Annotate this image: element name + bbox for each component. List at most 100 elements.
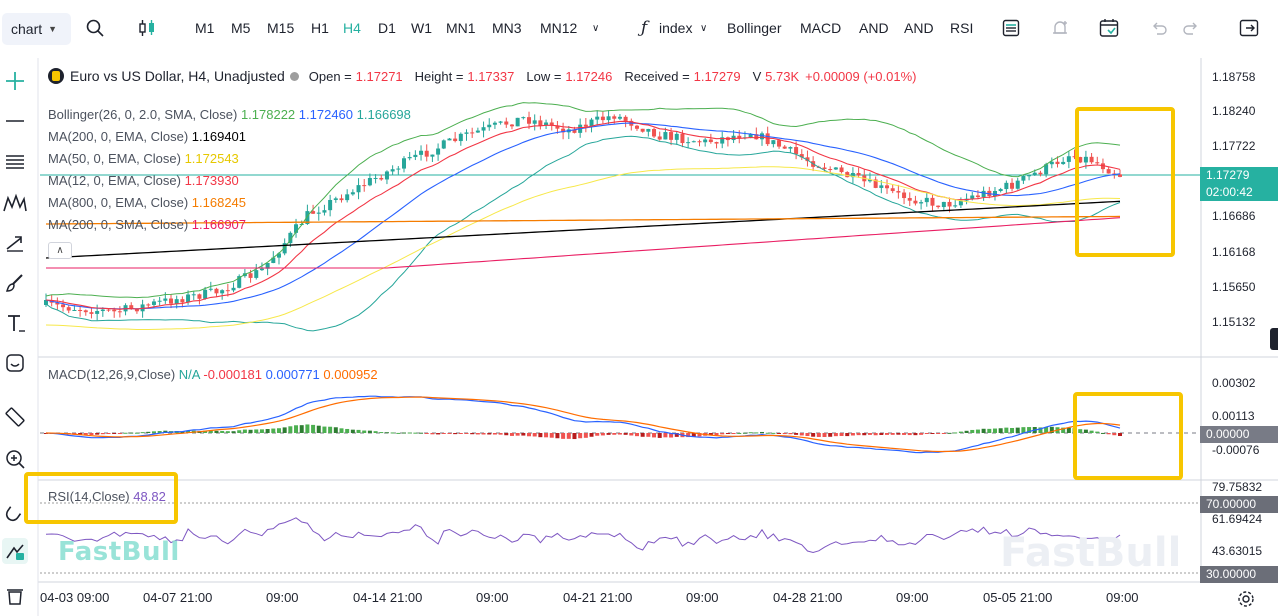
price-axis-label: 1.18240	[1212, 104, 1256, 118]
candle-body	[606, 116, 611, 121]
timeframe-more-chevron-icon[interactable]: ∨	[592, 23, 600, 34]
ma50-legend[interactable]: MA(50, 0, EMA, Close) 1.172543	[48, 151, 239, 166]
macd-histogram-bar	[447, 433, 452, 434]
timeframe-m15[interactable]: M15	[267, 20, 295, 36]
zigzag-pattern-icon[interactable]	[2, 190, 28, 216]
indicator-bollinger[interactable]: Bollinger	[727, 20, 782, 36]
ma800-legend[interactable]: MA(800, 0, EMA, Close) 1.168245	[48, 195, 246, 210]
macd-histogram-bar	[350, 429, 355, 433]
brush-icon[interactable]	[2, 270, 28, 296]
macd-histogram-bar	[333, 427, 338, 433]
ma200-ema-value: 1.169401	[191, 129, 247, 144]
indicator-rsi[interactable]: RSI	[950, 20, 974, 36]
candle-body	[498, 121, 503, 123]
ma200-sma-legend[interactable]: MA(200, 0, SMA, Close) 1.166907	[48, 217, 246, 232]
watermark-logo: FastBull	[58, 537, 180, 567]
indicator-macd[interactable]: MACD	[800, 20, 842, 36]
parallel-channel-icon[interactable]	[2, 148, 28, 174]
ma200-ema-legend[interactable]: MA(200, 0, EMA, Close) 1.169401	[48, 129, 246, 144]
macd-histogram-bar	[106, 433, 111, 434]
timeframe-mn12[interactable]: MN12	[540, 20, 578, 36]
candle-body	[782, 146, 787, 149]
alert-icon[interactable]	[1049, 17, 1071, 39]
lock-drawing-icon[interactable]	[2, 538, 28, 564]
candle-body	[447, 138, 452, 141]
timeframe-h4[interactable]: H4	[343, 20, 361, 36]
collapse-legend-button[interactable]: ∧	[48, 242, 72, 259]
bollinger-legend[interactable]: Bollinger(26, 0, 2.0, SMA, Close) 1.1782…	[48, 107, 411, 122]
candle-body	[669, 132, 674, 140]
ruler-icon[interactable]	[2, 404, 28, 430]
macd-signal-line	[45, 396, 1121, 453]
macd-histogram-bar	[339, 428, 344, 433]
indicator-dropdown[interactable]: index	[659, 20, 693, 36]
indicator-and-2[interactable]: AND	[904, 20, 934, 36]
macd-histogram-bar	[1061, 427, 1066, 433]
macd-histogram-bar	[356, 429, 361, 433]
candle-body	[339, 198, 344, 201]
rsi-axis-label: 79.75832	[1212, 480, 1263, 494]
candle-body	[794, 147, 799, 155]
timeframe-m1[interactable]: M1	[195, 20, 215, 36]
text-tool-icon[interactable]	[2, 310, 28, 336]
timeframe-d1[interactable]: D1	[378, 20, 396, 36]
macd-histogram-bar	[907, 433, 912, 436]
rsi-legend[interactable]: RSI(14,Close) 48.82	[48, 489, 166, 504]
timeframe-h1[interactable]: H1	[311, 20, 329, 36]
candle-body	[839, 167, 844, 173]
candle-body	[1044, 164, 1049, 175]
macd-histogram-bar	[1118, 433, 1122, 436]
zoom-in-icon[interactable]	[2, 446, 28, 472]
macd-histogram-bar	[231, 431, 236, 433]
settings-gear-icon[interactable]	[1237, 590, 1255, 608]
candle-body	[992, 191, 997, 197]
indicator-and-1[interactable]: AND	[859, 20, 889, 36]
candle-body	[100, 309, 105, 312]
timeframe-mn3[interactable]: MN3	[492, 20, 522, 36]
candle-body	[833, 167, 838, 170]
macd-histogram-bar	[305, 424, 310, 433]
timeframe-w1[interactable]: W1	[411, 20, 432, 36]
scroll-handle[interactable]	[1270, 328, 1278, 350]
candle-body	[134, 308, 139, 312]
candle-body	[521, 117, 526, 119]
function-icon[interactable]: ƒ	[640, 18, 648, 38]
candle-body	[674, 133, 679, 140]
ma12-legend[interactable]: MA(12, 0, EMA, Close) 1.173930	[48, 173, 239, 188]
highlight-box-macd	[1073, 392, 1183, 480]
undo-icon[interactable]	[1148, 17, 1170, 39]
magnet-icon[interactable]	[2, 498, 28, 524]
candle-body	[225, 290, 230, 292]
candle-body	[1078, 157, 1083, 163]
emoji-icon[interactable]	[2, 350, 28, 376]
macd-histogram-bar	[640, 433, 645, 437]
candle-body	[657, 136, 662, 140]
search-icon[interactable]	[84, 17, 106, 39]
delete-drawings-icon[interactable]	[2, 582, 28, 608]
candle-body	[589, 119, 594, 127]
trend-arrow-icon[interactable]	[2, 230, 28, 256]
timeframe-m5[interactable]: M5	[231, 20, 251, 36]
macd-histogram-bar	[811, 433, 816, 437]
macd-histogram-bar	[544, 433, 549, 438]
macd-histogram-bar	[555, 433, 560, 439]
chart-type-dropdown[interactable]: chart ▼	[2, 13, 71, 45]
horizontal-line-icon[interactable]	[2, 108, 28, 134]
candle-body	[1027, 175, 1032, 177]
exit-fullscreen-icon[interactable]	[1238, 17, 1260, 39]
candle-body	[254, 270, 259, 278]
template-icon[interactable]	[1000, 17, 1022, 39]
candlestick-icon[interactable]	[136, 17, 158, 39]
macd-legend[interactable]: MACD(12,26,9,Close) N/A -0.000181 0.0007…	[48, 367, 378, 382]
macd-histogram-bar	[237, 430, 242, 433]
macd-histogram-bar	[657, 433, 662, 438]
candle-body	[146, 304, 151, 306]
candle-body	[1015, 180, 1020, 189]
crosshair-icon[interactable]	[2, 68, 28, 94]
calendar-icon[interactable]	[1098, 17, 1120, 39]
candle-body	[998, 189, 1003, 192]
candle-body	[390, 169, 395, 172]
redo-icon[interactable]	[1180, 17, 1202, 39]
timeframe-mn1[interactable]: MN1	[446, 20, 476, 36]
